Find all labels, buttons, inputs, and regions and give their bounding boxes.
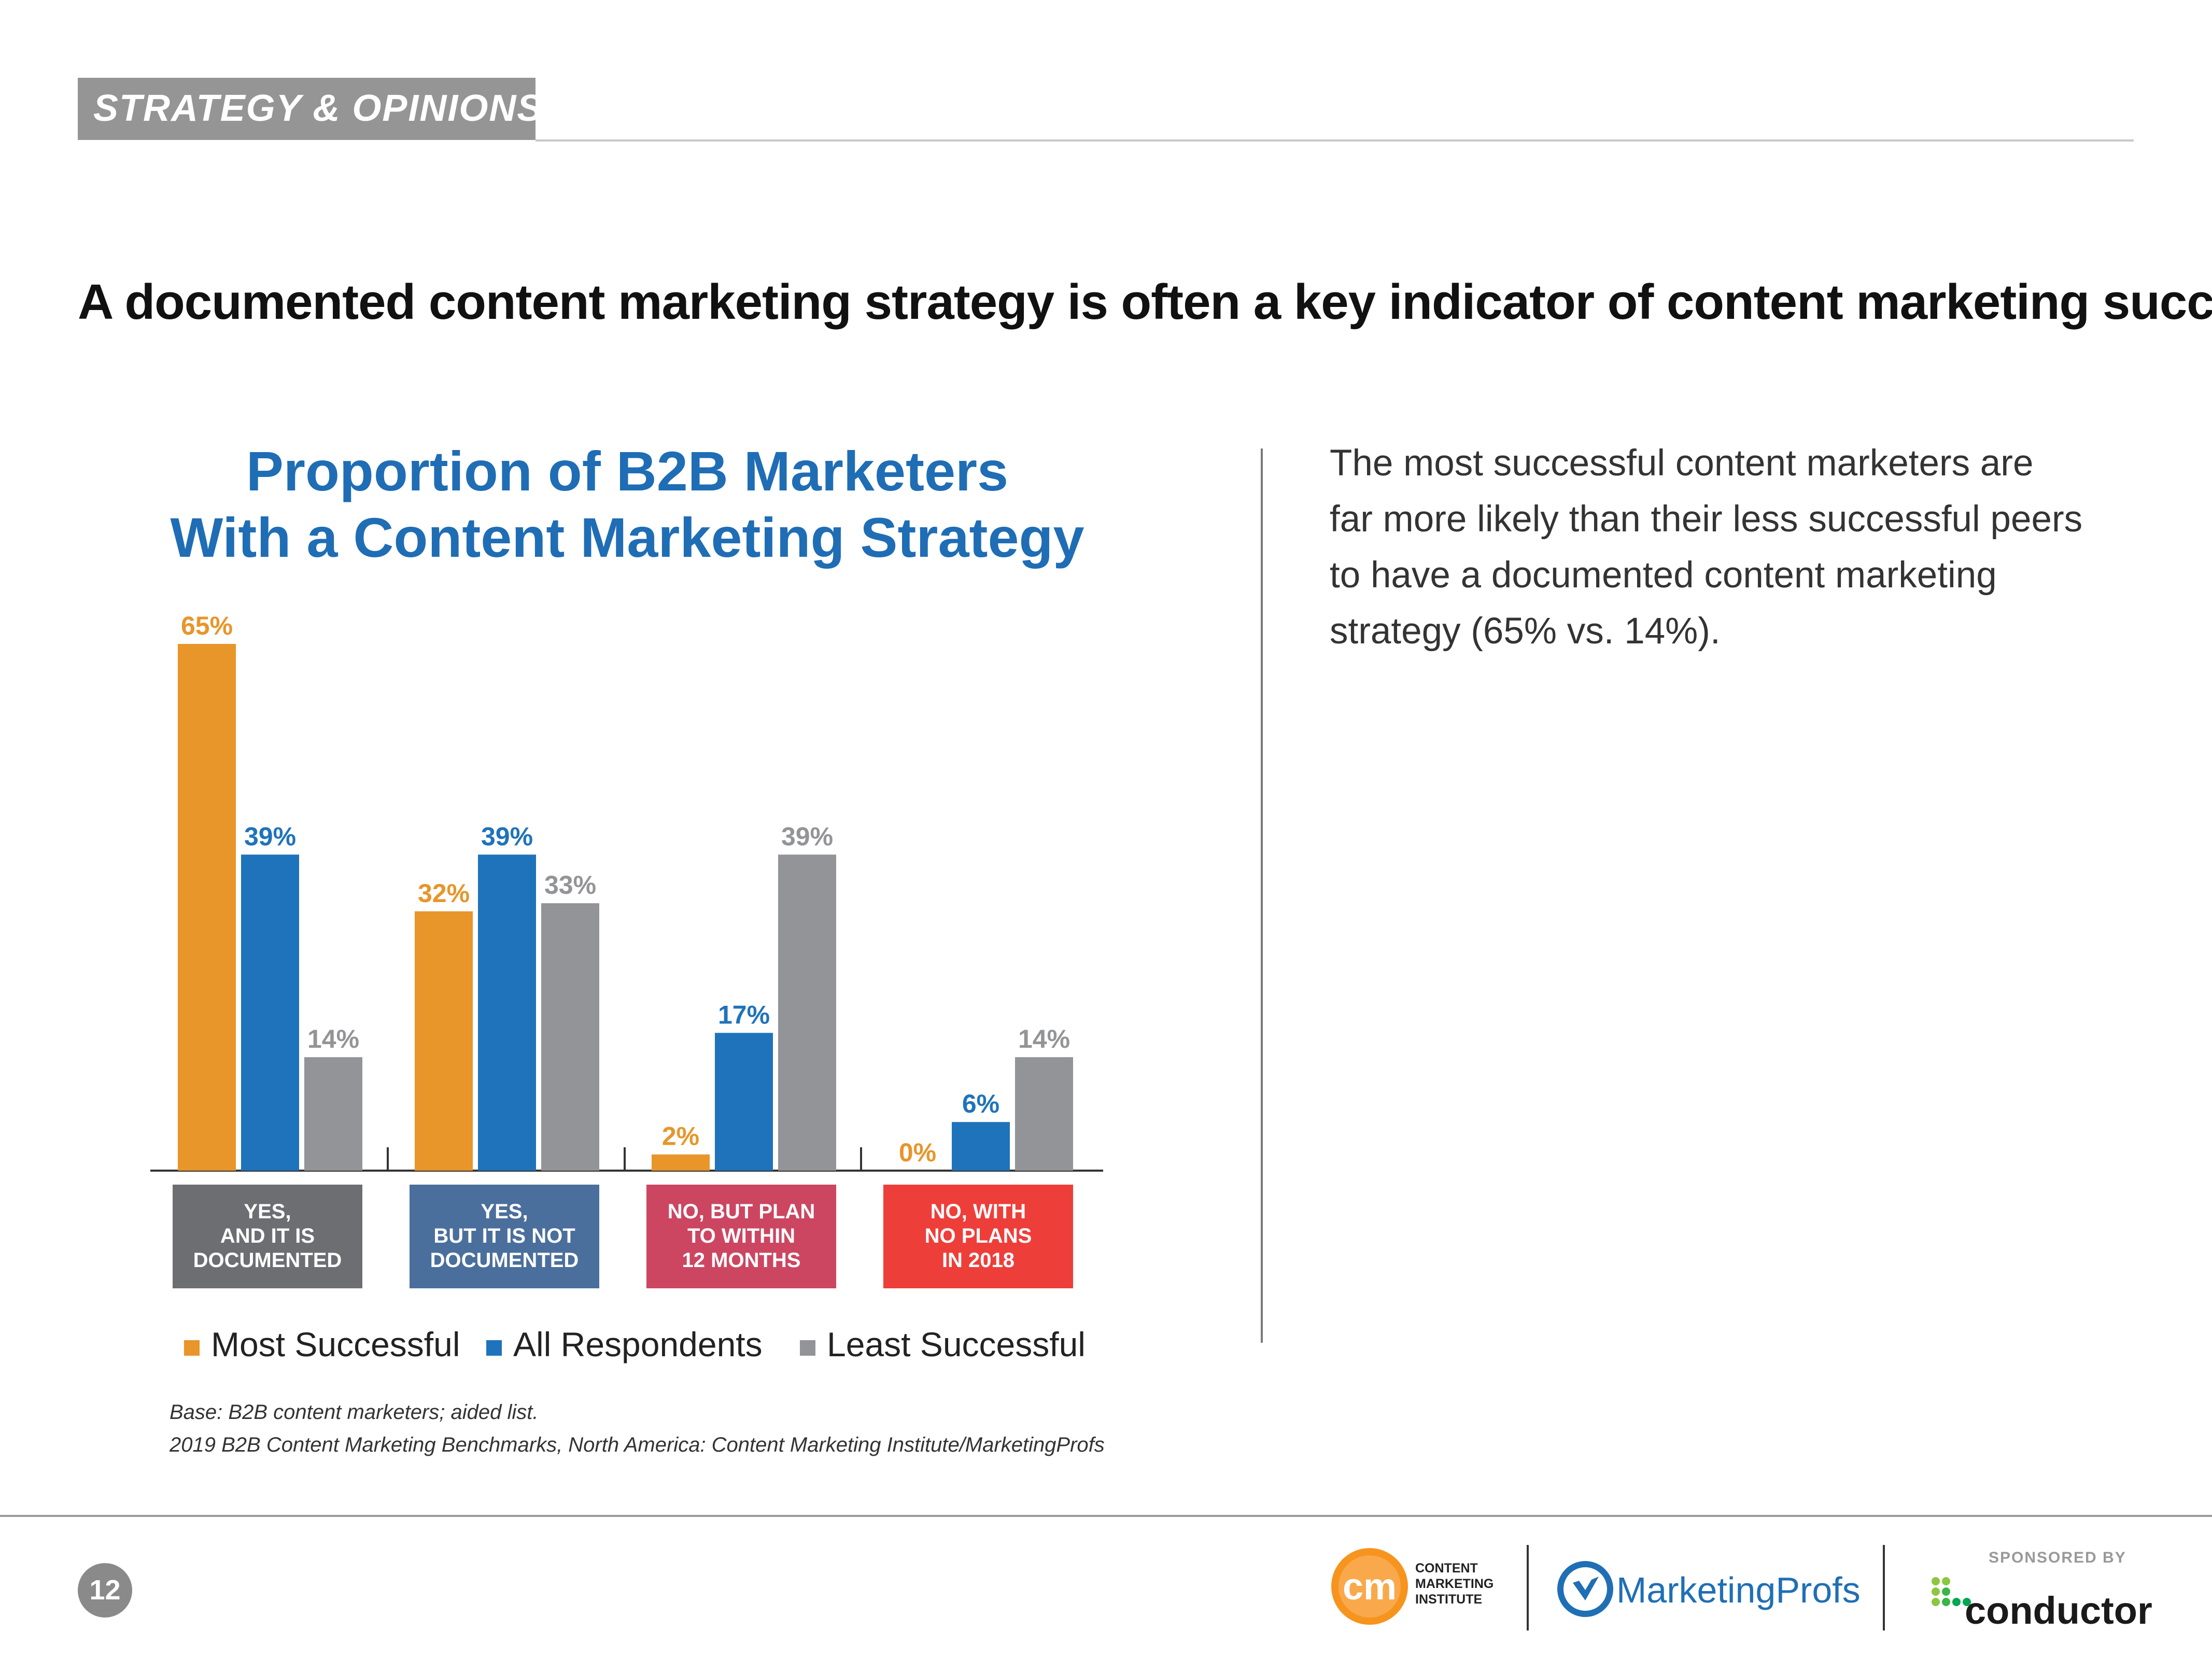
- data-label-least-successful-1: 14%: [307, 1024, 359, 1053]
- bar-most-successful-2: [415, 911, 473, 1171]
- marketingprofs-logo-text: MarketingProfs: [1616, 1570, 1861, 1610]
- legend-swatch-all-respondents: [486, 1340, 502, 1356]
- category-label-4-line-1: NO, WITH: [931, 1200, 1026, 1223]
- bar-most-successful-3: [652, 1154, 710, 1171]
- source-note: 2019 B2B Content Marketing Benchmarks, N…: [170, 1433, 1105, 1456]
- chart-title-line-1: Proportion of B2B Marketers: [246, 440, 1009, 502]
- legend-swatch-least-successful: [800, 1340, 815, 1356]
- bar-least-successful-3: [778, 854, 836, 1171]
- category-label-2-line-1: YES,: [481, 1200, 528, 1223]
- marketingprofs-logo: MarketingProfs: [1557, 1561, 1861, 1617]
- content-marketing-institute-logo: cm CONTENT MARKETING INSTITUTE: [1331, 1548, 1493, 1625]
- conductor-dots-icon: [1932, 1577, 1971, 1606]
- base-note: Base: B2B content marketers; aided list.: [170, 1401, 539, 1424]
- headline: A documented content marketing strategy …: [78, 274, 2212, 330]
- data-label-least-successful-2: 33%: [544, 870, 596, 899]
- chart-title: Proportion of B2B Marketers With a Conte…: [104, 438, 1151, 571]
- legend-label-most-successful: Most Successful: [211, 1325, 460, 1363]
- section-tab: STRATEGY & OPINIONS: [78, 78, 542, 140]
- logo-separator-1: [1527, 1545, 1529, 1630]
- bar-all-respondents-4: [952, 1122, 1010, 1171]
- logo-separator-2: [1883, 1545, 1885, 1630]
- bar-most-successful-1: [178, 644, 236, 1171]
- category-label-2-line-3: DOCUMENTED: [430, 1249, 579, 1272]
- section-label: STRATEGY & OPINIONS: [93, 88, 543, 129]
- category-box-1: [173, 1185, 362, 1288]
- category-label-2-line-2: BUT IT IS NOT: [433, 1225, 575, 1247]
- cmi-logo-mark: cm: [1343, 1566, 1397, 1608]
- vertical-divider: [1261, 448, 1263, 1343]
- legend-label-least-successful: Least Successful: [827, 1325, 1086, 1363]
- category-label-3-line-1: NO, BUT PLAN: [668, 1200, 815, 1223]
- legend-swatch-most-successful: [184, 1340, 200, 1356]
- bar-all-respondents-3: [715, 1033, 773, 1171]
- category-label-1-line-1: YES,: [244, 1200, 291, 1223]
- marketingprofs-logo-ring: [1557, 1561, 1613, 1617]
- body-text-line-3: to have a documented content marketing: [1330, 555, 1997, 596]
- category-box-3: [646, 1185, 836, 1288]
- category-box-2: [410, 1185, 599, 1288]
- data-label-all-respondents-4: 6%: [962, 1089, 999, 1118]
- cmi-logo-text-3: INSTITUTE: [1415, 1592, 1482, 1607]
- body-text-line-1: The most successful content marketers ar…: [1330, 443, 2034, 484]
- cmi-logo-inner-circle: [1339, 1555, 1401, 1618]
- category-label-4-line-2: NO PLANS: [925, 1225, 1032, 1247]
- data-label-least-successful-3: 39%: [781, 822, 833, 851]
- footer-rule: [0, 1515, 2212, 1517]
- data-label-all-respondents-1: 39%: [244, 822, 296, 851]
- body-text-line-2: far more likely than their less successf…: [1330, 499, 2083, 540]
- bar-least-successful-2: [541, 903, 599, 1171]
- body-text-line-4: strategy (65% vs. 14%).: [1330, 611, 1721, 652]
- category-box-4: [883, 1185, 1073, 1288]
- data-label-all-respondents-2: 39%: [481, 822, 533, 851]
- data-label-most-successful-3: 2%: [662, 1122, 699, 1151]
- bar-least-successful-4: [1015, 1057, 1073, 1171]
- cmi-logo-text-2: MARKETING: [1415, 1577, 1493, 1591]
- section-rule: [536, 139, 2134, 142]
- data-label-most-successful-2: 32%: [418, 879, 470, 908]
- marketingprofs-check-icon: [1573, 1577, 1599, 1600]
- chart-title-line-2: With a Content Marketing Strategy: [170, 506, 1084, 569]
- data-label-most-successful-1: 65%: [181, 611, 233, 640]
- bar-all-respondents-2: [478, 854, 536, 1171]
- body-text: The most successful content marketers ar…: [1330, 435, 2138, 659]
- category-label-1-line-3: DOCUMENTED: [193, 1249, 342, 1272]
- data-label-least-successful-4: 14%: [1018, 1024, 1070, 1053]
- conductor-logo: conductor: [1932, 1577, 2152, 1632]
- data-label-all-respondents-3: 17%: [718, 1000, 770, 1029]
- category-label-1-line-2: AND IT IS: [220, 1225, 315, 1247]
- category-label-3-line-3: 12 MONTHS: [682, 1249, 801, 1272]
- legend-label-all-respondents: All Respondents: [513, 1325, 763, 1363]
- bar-all-respondents-1: [241, 854, 299, 1171]
- cmi-logo-text-1: CONTENT: [1415, 1561, 1478, 1576]
- category-label-4-line-3: IN 2018: [942, 1249, 1015, 1272]
- data-label-most-successful-4: 0%: [899, 1138, 936, 1167]
- category-label-3-line-2: TO WITHIN: [687, 1225, 795, 1247]
- sponsored-by-label: SPONSORED BY: [1989, 1549, 2126, 1566]
- bar-least-successful-1: [304, 1057, 362, 1171]
- page-number: 12: [78, 1563, 132, 1618]
- conductor-logo-text: conductor: [1965, 1589, 2152, 1632]
